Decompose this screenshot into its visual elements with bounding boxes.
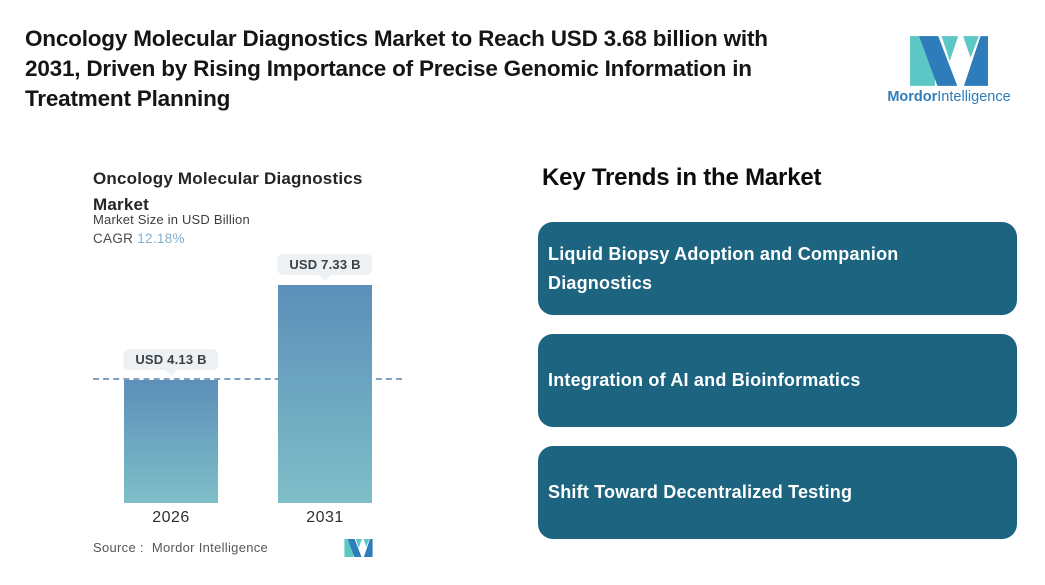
bar-chart-plot: USD 4.13 B USD 7.33 B 2026 2031 — [93, 250, 410, 526]
brand-wordmark: MordorIntelligence — [887, 89, 1010, 105]
x-tick-2026: 2026 — [152, 509, 190, 526]
page-title-line-1: Oncology Molecular Diagnostics Market to… — [25, 26, 768, 51]
key-trends-list: Liquid Biopsy Adoption and Companion Dia… — [538, 222, 1017, 539]
chart-title-line-1: Oncology Molecular Diagnostics — [93, 169, 363, 188]
trend-card-liquid-biopsy: Liquid Biopsy Adoption and Companion Dia… — [538, 222, 1017, 315]
source-value: Mordor Intelligence — [151, 540, 269, 555]
chart-title: Oncology Molecular Diagnostics Market — [93, 166, 363, 218]
trend-card-label: Integration of AI and Bioinformatics — [548, 370, 861, 390]
mordor-logo-icon — [910, 36, 988, 86]
value-label-2026: USD 4.13 B — [123, 349, 219, 370]
cagr-label: CAGR — [93, 231, 134, 246]
source-label: Source : — [93, 540, 144, 555]
value-label-2031: USD 7.33 B — [277, 254, 373, 275]
chart-subtitle: Market Size in USD Billion — [93, 212, 250, 227]
chart-title-line-2: Market — [93, 195, 150, 214]
bar-2026 — [124, 380, 218, 503]
key-trends-heading: Key Trends in the Market — [542, 164, 822, 191]
bar-2031 — [278, 285, 372, 503]
page-title: Oncology Molecular Diagnostics Market to… — [25, 24, 885, 114]
cagr-value: 12.18% — [137, 231, 185, 246]
page-title-line-3: Treatment Planning — [25, 86, 231, 111]
chart-cagr: CAGR 12.18% — [93, 231, 185, 246]
brand-word-bold: Mordor — [887, 89, 938, 105]
mordor-logo-icon — [344, 539, 373, 557]
x-tick-2031: 2031 — [306, 509, 344, 526]
chart-source: Source : Mordor Intelligence — [93, 540, 268, 555]
mordor-intelligence-logo: MordorIntelligence — [884, 36, 1014, 105]
reference-dashed-line — [93, 378, 402, 380]
trend-card-label: Shift Toward Decentralized Testing — [548, 482, 853, 502]
mordor-logo-icon-small — [344, 539, 373, 562]
page-title-line-2: 2031, Driven by Rising Importance of Pre… — [25, 56, 752, 81]
trend-card-label: Liquid Biopsy Adoption and Companion Dia… — [548, 243, 899, 293]
trend-card-decentralized-testing: Shift Toward Decentralized Testing — [538, 446, 1017, 539]
brand-word-regular: Intelligence — [937, 89, 1011, 105]
trend-card-ai-bioinformatics: Integration of AI and Bioinformatics — [538, 334, 1017, 427]
